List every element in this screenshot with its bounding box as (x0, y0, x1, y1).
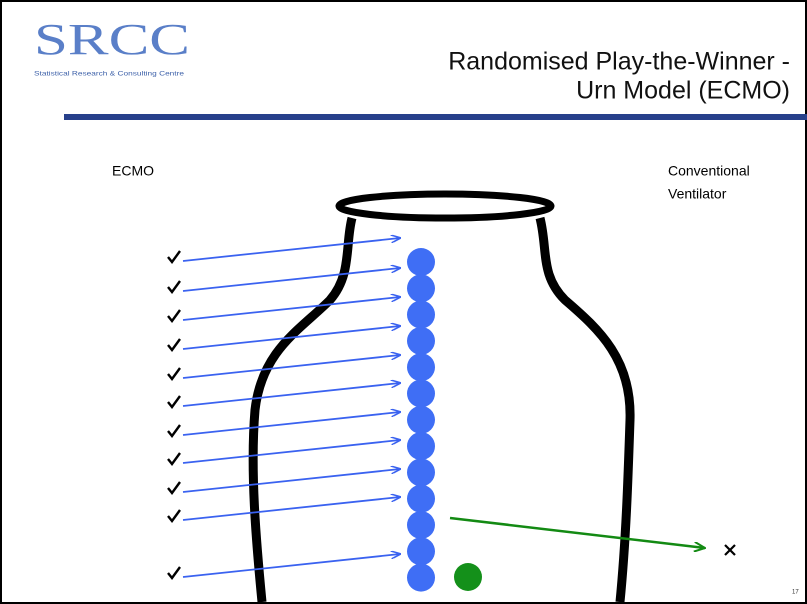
title-line: Randomised Play-the-Winner - (448, 48, 790, 76)
slide: SRCC Statistical Research & Consulting C… (0, 0, 807, 604)
blue-ball (407, 432, 435, 460)
logo-subtitle: Statistical Research & Consulting Centre (34, 72, 185, 78)
right-label: Conventional (668, 163, 750, 179)
blue-ball (407, 458, 435, 486)
green-ball (454, 563, 482, 591)
logo: SRCC (34, 15, 190, 64)
blue-ball (407, 485, 435, 513)
blue-ball (407, 248, 435, 276)
title-line: Urn Model (ECMO) (576, 77, 790, 105)
blue-ball (407, 406, 435, 434)
header-rule (64, 114, 807, 120)
blue-ball (407, 380, 435, 408)
blue-ball (407, 327, 435, 355)
blue-ball (407, 353, 435, 381)
blue-ball (407, 301, 435, 329)
left-label: ECMO (112, 163, 154, 179)
blue-ball (407, 274, 435, 302)
page-number: 17 (792, 590, 799, 596)
blue-ball (407, 564, 435, 592)
right-label: Ventilator (668, 186, 727, 202)
blue-ball (407, 537, 435, 565)
blue-ball (407, 511, 435, 539)
